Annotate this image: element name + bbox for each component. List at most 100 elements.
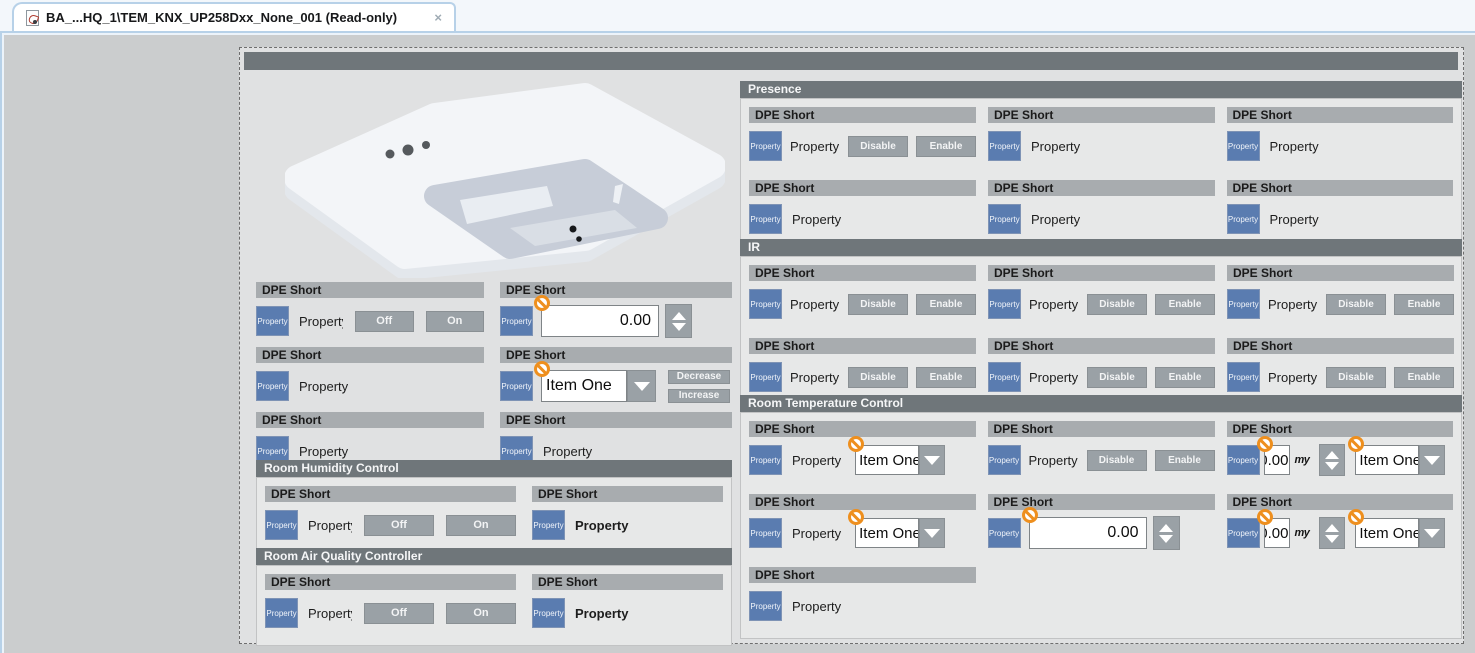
spinner-up-down-icon[interactable] — [665, 304, 692, 338]
enable-button[interactable]: Enable — [916, 293, 976, 315]
combo-box[interactable]: Item One — [855, 445, 920, 475]
property-label: Property — [1028, 452, 1078, 468]
enable-button[interactable]: Enable — [1155, 366, 1215, 388]
property-label: Property — [1029, 296, 1079, 312]
disable-button[interactable]: Disable — [1326, 293, 1386, 315]
dpe-short-header: DPE Short — [749, 421, 976, 437]
property-label: Property — [790, 138, 840, 154]
off-button[interactable]: Off — [364, 602, 434, 624]
dpe-short-header: DPE Short — [749, 265, 976, 281]
dpe-cell: DPE Short Property Property — [532, 486, 723, 543]
disable-button[interactable]: Disable — [1086, 449, 1147, 471]
dpe-cell: DPE Short Property Property Disable Enab… — [987, 421, 1215, 478]
numeric-input[interactable]: 0.00 — [1028, 517, 1147, 549]
property-icon[interactable]: Property — [532, 510, 565, 540]
disable-button[interactable]: Disable — [1326, 366, 1386, 388]
no-entry-badge-icon — [848, 509, 865, 525]
dpe-cell: DPE Short Property Property Off On — [265, 574, 516, 631]
property-icon[interactable]: Property — [1226, 204, 1260, 234]
dpe-short-header: DPE Short — [1226, 421, 1453, 437]
property-icon[interactable]: Property — [1227, 289, 1260, 319]
dpe-cell: DPE Short Property Property Disable Enab… — [988, 338, 1215, 395]
property-icon[interactable]: Property — [987, 518, 1021, 548]
dropdown-arrow-icon[interactable] — [1419, 518, 1446, 548]
dpe-cell: DPE Short Property Property — [1226, 107, 1453, 164]
combo-box[interactable]: Item One — [855, 518, 920, 548]
property-icon[interactable]: Property — [749, 591, 782, 621]
property-icon[interactable]: Property — [749, 362, 782, 392]
property-icon[interactable]: Property — [265, 510, 298, 540]
disable-button[interactable]: Disable — [1087, 366, 1147, 388]
dpe-short-header: DPE Short — [1227, 265, 1454, 281]
section-room-temperature-control: Room Temperature Control DPE Short Prope… — [740, 395, 1462, 639]
unit-label: my — [1294, 454, 1310, 466]
property-icon[interactable]: Property — [532, 598, 565, 628]
spinner-up-down-icon[interactable] — [1319, 517, 1346, 549]
dpe-cell: DPE Short Property 0.00 — [500, 282, 732, 339]
enable-button[interactable]: Enable — [1394, 293, 1454, 315]
dropdown-arrow-icon[interactable] — [627, 370, 656, 402]
property-icon[interactable]: Property — [988, 204, 1021, 234]
off-button[interactable]: Off — [364, 514, 434, 536]
property-icon[interactable]: Property — [500, 371, 533, 401]
enable-button[interactable]: Enable — [1394, 366, 1454, 388]
property-icon[interactable]: Property — [988, 289, 1021, 319]
property-label: Property — [308, 605, 352, 621]
numeric-input[interactable]: 0.00 — [541, 305, 659, 337]
dpe-cell: DPE Short Property Property Item One — [749, 494, 976, 551]
on-button[interactable]: On — [425, 310, 484, 332]
enable-button[interactable]: Enable — [916, 135, 976, 157]
enable-button[interactable]: Enable — [1154, 449, 1215, 471]
property-icon[interactable]: Property — [1227, 362, 1260, 392]
dropdown-arrow-icon[interactable] — [1419, 445, 1446, 475]
section-title: Room Air Quality Controller — [256, 548, 732, 565]
property-icon[interactable]: Property — [749, 131, 782, 161]
property-icon[interactable]: Property — [988, 362, 1021, 392]
property-icon[interactable]: Property — [749, 445, 782, 475]
on-button[interactable]: On — [446, 514, 516, 536]
tab-close-icon[interactable]: × — [434, 10, 442, 25]
property-icon[interactable]: Property — [1226, 518, 1260, 548]
increase-button[interactable]: Increase — [668, 388, 730, 403]
dpe-short-header: DPE Short — [256, 347, 484, 363]
section-ir: IR DPE Short Property Property Disable E… — [740, 239, 1462, 410]
spinner-up-down-icon[interactable] — [1152, 516, 1180, 550]
combo-box[interactable]: Item One — [1355, 445, 1420, 475]
enable-button[interactable]: Enable — [1155, 293, 1215, 315]
on-button[interactable]: On — [446, 602, 516, 624]
property-label: Property — [1268, 369, 1318, 385]
combo-box[interactable]: Item One — [541, 370, 627, 402]
property-label: Property — [790, 296, 840, 312]
dpe-cell: DPE Short Property Property Disable Enab… — [749, 265, 976, 322]
document-tab[interactable]: BA_...HQ_1\TEM_KNX_UP258Dxx_None_001 (Re… — [12, 2, 456, 31]
property-label: Property — [575, 517, 629, 533]
numeric-input[interactable]: 0.00 — [1263, 445, 1290, 475]
off-button[interactable]: Off — [355, 310, 414, 332]
property-icon[interactable]: Property — [749, 518, 782, 548]
property-icon[interactable]: Property — [749, 289, 782, 319]
property-icon[interactable]: Property — [987, 445, 1021, 475]
property-icon[interactable]: Property — [265, 598, 298, 628]
dpe-cell: DPE Short Property 0.00 my — [1226, 494, 1453, 551]
property-label: Property — [792, 525, 842, 541]
dropdown-arrow-icon[interactable] — [919, 518, 946, 548]
property-icon[interactable]: Property — [749, 204, 782, 234]
property-icon[interactable]: Property — [988, 131, 1021, 161]
property-icon[interactable]: Property — [500, 306, 533, 336]
disable-button[interactable]: Disable — [848, 293, 908, 315]
dropdown-arrow-icon[interactable] — [919, 445, 946, 475]
enable-button[interactable]: Enable — [916, 366, 976, 388]
disable-button[interactable]: Disable — [1087, 293, 1147, 315]
spinner-up-down-icon[interactable] — [1319, 444, 1346, 476]
property-icon[interactable]: Property — [1226, 131, 1260, 161]
property-icon[interactable]: Property — [1226, 445, 1260, 475]
graphic-document-icon — [26, 9, 39, 26]
disable-button[interactable]: Disable — [848, 366, 908, 388]
property-icon[interactable]: Property — [256, 371, 289, 401]
decrease-button[interactable]: Decrease — [668, 369, 730, 384]
disable-button[interactable]: Disable — [848, 135, 908, 157]
property-label: Property — [792, 598, 842, 614]
property-icon[interactable]: Property — [256, 306, 289, 336]
combo-box[interactable]: Item One — [1355, 518, 1420, 548]
dpe-short-header: DPE Short — [265, 574, 516, 590]
